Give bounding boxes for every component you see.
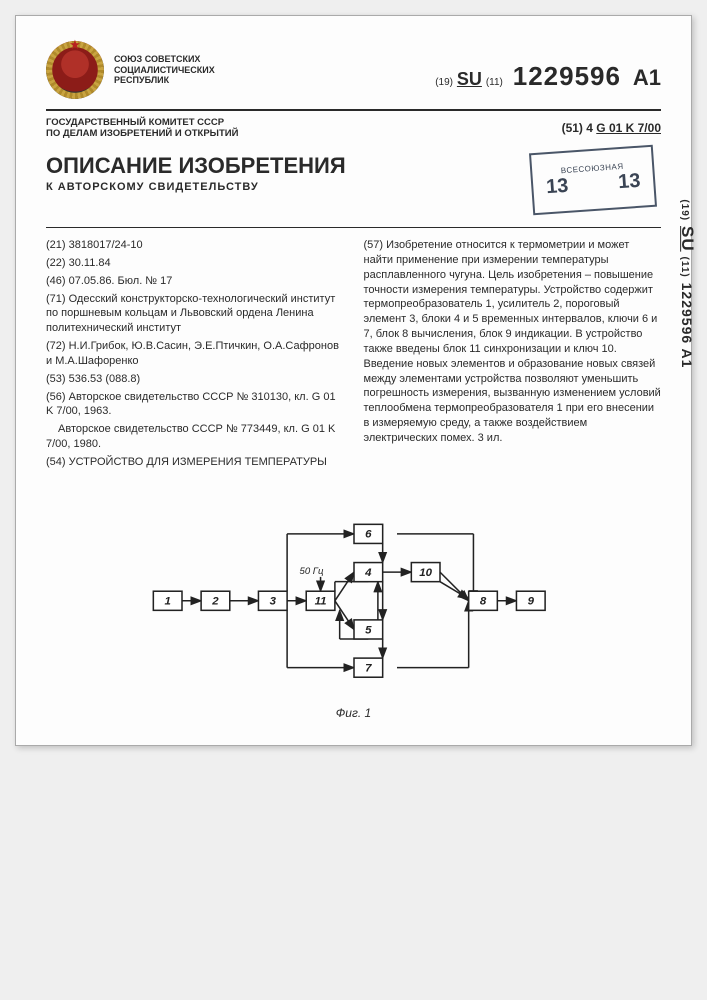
svg-text:4: 4 — [364, 567, 372, 579]
right-column: (57) Изобретение относится к термометрии… — [364, 238, 662, 473]
svg-text:11: 11 — [314, 595, 326, 607]
field-57-abstract: (57) Изобретение относится к термометрии… — [364, 238, 662, 446]
ussr-emblem — [46, 41, 104, 99]
svg-text:50 Гц: 50 Гц — [299, 566, 323, 577]
svg-text:8: 8 — [479, 595, 486, 607]
union-text: СОЮЗ СОВЕТСКИХ СОЦИАЛИСТИЧЕСКИХ РЕСПУБЛИ… — [114, 54, 215, 85]
svg-text:1: 1 — [164, 595, 170, 607]
field-71: (71) Одесский конструкторско-технологиче… — [46, 292, 344, 337]
document-subtitle: К АВТОРСКОМУ СВИДЕТЕЛЬСТВУ — [46, 181, 346, 193]
registration-stamp: ВСЕСОЮЗНАЯ 13 13 — [529, 145, 657, 215]
figure-1: 50 Гц 1 2 3 11 4 5 6 7 10 8 9 Фиг. 1 — [46, 491, 661, 720]
publication-code: (19) SU (11) 1229596 A1 — [435, 61, 661, 92]
svg-text:3: 3 — [269, 595, 276, 607]
ipc-class: (51) 4 G 01 K 7/00 — [562, 121, 661, 135]
side-publication-code: (19) SU (11) 1229596 A1 — [677, 200, 697, 369]
svg-text:5: 5 — [365, 624, 372, 636]
rule-top — [46, 109, 661, 111]
document-title: ОПИСАНИЕ ИЗОБРЕТЕНИЯ — [46, 153, 346, 179]
block-diagram-svg: 50 Гц 1 2 3 11 4 5 6 7 10 8 9 — [139, 491, 569, 701]
figure-caption: Фиг. 1 — [46, 706, 661, 720]
field-53: (53) 536.53 (088.8) — [46, 372, 344, 387]
svg-text:7: 7 — [365, 662, 372, 674]
bibliographic-columns: (21) 3818017/24-10 (22) 30.11.84 (46) 07… — [46, 238, 661, 473]
field-72: (72) Н.И.Грибок, Ю.В.Сасин, Э.Е.Птичкин,… — [46, 339, 344, 369]
svg-text:10: 10 — [419, 567, 432, 579]
left-column: (21) 3818017/24-10 (22) 30.11.84 (46) 07… — [46, 238, 344, 473]
svg-text:9: 9 — [527, 595, 534, 607]
svg-text:6: 6 — [365, 529, 372, 541]
rule-mid — [46, 227, 661, 228]
field-22: (22) 30.11.84 — [46, 256, 344, 271]
committee-name: ГОСУДАРСТВЕННЫЙ КОМИТЕТ СССР ПО ДЕЛАМ ИЗ… — [46, 117, 238, 139]
field-56b: Авторское свидетельство СССР № 773449, к… — [46, 422, 344, 452]
svg-text:2: 2 — [211, 595, 219, 607]
field-54: (54) УСТРОЙСТВО ДЛЯ ИЗМЕРЕНИЯ ТЕМПЕРАТУР… — [46, 455, 344, 470]
field-46: (46) 07.05.86. Бюл. № 17 — [46, 274, 344, 289]
field-21: (21) 3818017/24-10 — [46, 238, 344, 253]
field-56a: (56) Авторское свидетельство СССР № 3101… — [46, 390, 344, 420]
